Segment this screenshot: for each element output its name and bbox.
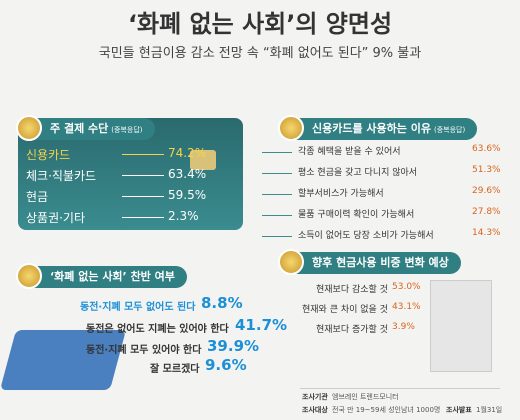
leader-line [122,175,164,176]
item-label: 각종 혜택을 받을 수 있어서 [298,147,401,157]
item-label: 신용카드 [26,148,71,162]
item-label: 현재와 큰 차이 없을 것 [302,305,388,315]
item-value: 43.1% [392,302,421,312]
item-label: 물품 구매이력 확인이 가능해서 [298,210,415,220]
connector [262,152,292,153]
item-value: 14.3% [472,228,501,238]
item-value: 2.3% [168,209,199,223]
footer-value: 1월31일 [476,406,503,414]
connector [262,194,292,195]
item-label: 체크·직불카드 [26,169,97,183]
subtitle: 국민들 현금이용 감소 전망 속 “화폐 없어도 된다” 9% 불과 [98,46,422,61]
item-value: 9.6% [205,356,247,374]
section-title: 향후 현금사용 비중 변화 예상 [312,256,449,269]
item-label: 동전·지폐 모두 있어야 한다 [86,345,202,356]
item-value: 74.2% [168,146,207,160]
coin-icon [278,115,304,141]
footer-label: 조사발표 [446,406,472,414]
item-value: 63.4% [168,167,207,181]
section-header: 향후 현금사용 비중 변화 예상 [278,249,461,275]
connector [262,215,292,216]
item-label: 평소 현금을 갖고 다니지 않아서 [298,168,418,178]
item-label: 현재보다 증가할 것 [316,325,388,335]
title: ‘화폐 없는 사회’의 양면성 [127,10,393,38]
section-note: (중복응답) [433,126,466,134]
item-label: 소득이 없어도 당장 소비가 가능해서 [298,231,434,241]
item-label: 할부서비스가 가능해서 [298,189,384,199]
section-title: 주 결제 수단 [50,122,109,135]
item-label: 동전은 없어도 지폐는 있어야 한다 [86,324,229,335]
item-value: 39.9% [207,337,260,355]
item-label: 현금 [26,190,49,204]
item-value: 3.9% [392,322,415,332]
receipt [430,280,492,372]
leader-line [122,217,164,218]
item-value: 59.5% [168,188,207,202]
footer-label: 조사기관 [302,393,328,401]
item-value: 51.3% [472,165,501,175]
item-value: 41.7% [235,316,288,334]
atm-card [0,330,127,390]
leader-line [122,154,164,155]
section-note: (중복응답) [111,126,143,134]
coin-icon [16,263,42,289]
divider [300,388,500,389]
coin-icon [278,249,304,275]
connector [262,173,292,174]
item-value: 63.6% [472,144,501,154]
footer-value: 엠브레인 트렌드모니터 [332,393,399,401]
item-label: 현재보다 감소할 것 [316,285,388,295]
item-value: 8.8% [201,294,243,312]
item-label: 동전·지폐 모두 없어도 된다 [80,302,196,313]
section-header: 신용카드를 사용하는 이유 (중복응답) [278,115,478,141]
section-title: ‘화폐 없는 사회’ 찬반 여부 [50,270,175,283]
item-label: 상품권·기타 [26,211,86,225]
footer-label: 조사대상 [302,406,328,414]
section-header: 주 결제 수단 (중복응답) [16,115,155,141]
leader-line [122,196,164,197]
item-value: 29.6% [472,186,501,196]
coin-icon [16,115,42,141]
section-title: 신용카드를 사용하는 이유 [312,122,431,135]
footer-value: 전국 만 19~59세 성인남녀 1000명 [332,406,441,414]
connector [262,236,292,237]
section-header: ‘화폐 없는 사회’ 찬반 여부 [16,263,187,289]
item-value: 27.8% [472,207,501,217]
item-value: 53.0% [392,282,421,292]
item-label: 잘 모르겠다 [150,364,200,375]
chip [190,150,216,170]
